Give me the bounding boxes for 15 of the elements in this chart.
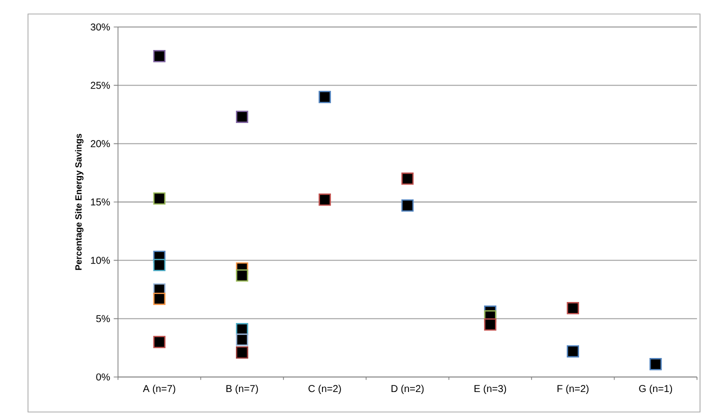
y-tick-label: 5%: [96, 315, 110, 322]
y-axis-title: Percentage Site Energy Savings: [75, 134, 84, 270]
x-tick-label: D (n=2): [392, 384, 424, 394]
y-tick-label: 20%: [90, 140, 110, 148]
y-tick-label: 0%: [96, 373, 110, 381]
y-tick-label: 15%: [91, 198, 110, 206]
x-tick-label: A (n=7): [142, 384, 176, 394]
y-tick-label: 30%: [90, 23, 110, 31]
y-tick-label: 10%: [91, 256, 110, 264]
y-tick-label: 25%: [90, 82, 110, 89]
x-tick-label: B (n=7): [226, 384, 258, 394]
x-tick-label: F (n=2): [558, 384, 588, 394]
x-tick-label: C (n=2): [308, 384, 341, 394]
x-tick-label: G (n=1): [639, 384, 672, 394]
x-tick-label: E (n=3): [474, 384, 506, 394]
